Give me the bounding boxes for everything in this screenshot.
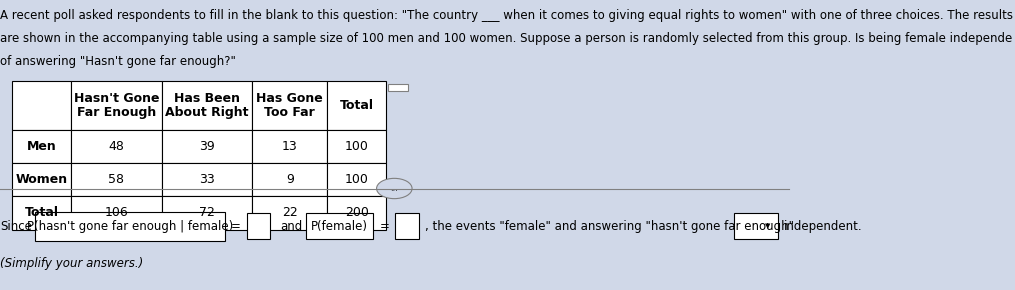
Text: independent.: independent. [784, 220, 863, 233]
Text: 106: 106 [105, 206, 128, 220]
Text: A recent poll asked respondents to fill in the blank to this question: "The coun: A recent poll asked respondents to fill … [0, 9, 1013, 22]
Text: , the events "female" and answering "hasn't gone far enough": , the events "female" and answering "has… [425, 220, 794, 233]
Text: About Right: About Right [165, 106, 249, 119]
Bar [71, 163, 161, 196]
Text: Hasn't Gone: Hasn't Gone [73, 92, 159, 105]
Bar [327, 81, 387, 130]
Text: 72: 72 [199, 206, 215, 220]
Bar [327, 196, 387, 230]
Bar [12, 130, 71, 163]
Bar [327, 130, 387, 163]
Bar [327, 163, 387, 196]
Bar [12, 81, 71, 130]
Bar [12, 196, 71, 230]
Text: (Simplify your answers.): (Simplify your answers.) [0, 258, 143, 270]
Bar [161, 196, 253, 230]
Text: =: = [380, 220, 389, 233]
Bar [71, 196, 161, 230]
Bar [253, 196, 327, 230]
Text: and: and [280, 220, 302, 233]
Text: 48: 48 [109, 140, 124, 153]
Text: Men: Men [26, 140, 56, 153]
Bar [71, 81, 161, 130]
Text: P(female): P(female) [311, 220, 368, 233]
Bar [12, 163, 71, 196]
Text: of answering "Hasn't gone far enough?": of answering "Hasn't gone far enough?" [0, 55, 235, 68]
Ellipse shape [377, 178, 412, 199]
Text: 58: 58 [109, 173, 124, 186]
Text: 33: 33 [199, 173, 215, 186]
Text: 9: 9 [286, 173, 293, 186]
Text: Since: Since [0, 220, 31, 233]
Bar [247, 213, 271, 239]
Text: Too Far: Too Far [265, 106, 316, 119]
Bar [36, 212, 224, 241]
Text: Has Been: Has Been [174, 92, 240, 105]
Text: 22: 22 [282, 206, 297, 220]
Text: 100: 100 [345, 140, 368, 153]
Text: Has Gone: Has Gone [257, 92, 323, 105]
Text: 39: 39 [199, 140, 215, 153]
Text: =: = [231, 220, 241, 233]
Text: Total: Total [340, 99, 374, 112]
Bar [734, 213, 777, 239]
Bar [395, 213, 419, 239]
Text: Total: Total [24, 206, 59, 220]
Text: 13: 13 [282, 140, 297, 153]
Bar [71, 130, 161, 163]
Bar [161, 163, 253, 196]
Text: are shown in the accompanying table using a sample size of 100 men and 100 women: are shown in the accompanying table usin… [0, 32, 1012, 45]
Text: Women: Women [15, 173, 67, 186]
Bar [161, 81, 253, 130]
Bar [306, 213, 374, 239]
Bar [161, 130, 253, 163]
Text: Far Enough: Far Enough [77, 106, 156, 119]
Text: P(hasn't gone far enough | female): P(hasn't gone far enough | female) [27, 220, 233, 233]
Text: ...: ... [391, 184, 398, 193]
Bar [253, 81, 327, 130]
Text: 200: 200 [345, 206, 368, 220]
Text: 100: 100 [345, 173, 368, 186]
Text: ▼: ▼ [765, 223, 770, 229]
Bar [253, 130, 327, 163]
Bar [253, 163, 327, 196]
Bar [388, 84, 408, 91]
